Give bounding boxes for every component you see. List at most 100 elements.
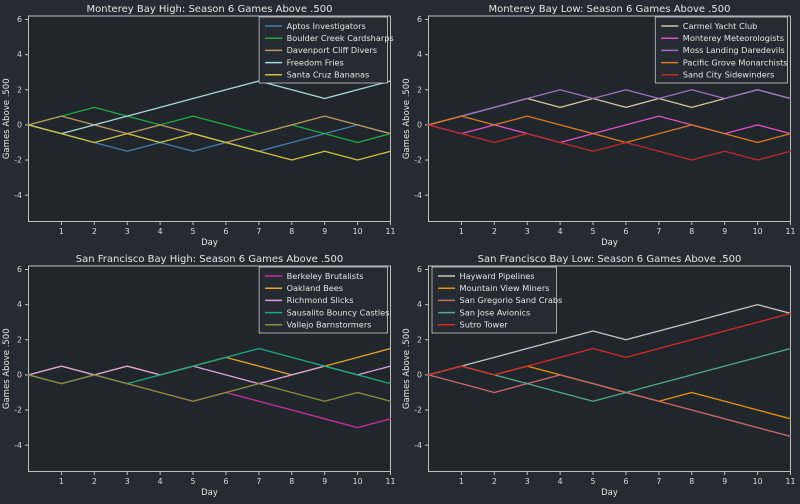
legend-label-monterey-meteorologists: Monterey Meteorologists [683,33,784,43]
legend-entry-oakland-bees: Oakland Bees [265,283,343,293]
y-tick-label: -2 [414,156,422,165]
x-tick-label: 7 [656,227,661,236]
x-tick-label: 8 [689,477,694,486]
x-tick-label: 7 [256,477,261,486]
legend-entry-aptos-investigators: Aptos Investigators [265,21,366,31]
series-line-hayward-pipelines [427,303,792,376]
axes-spines [428,265,791,472]
series-line-sutro-tower [427,312,792,376]
x-axis-label: Day [201,238,218,248]
x-tick-label: 6 [223,477,228,486]
x-tick-label: 10 [753,227,763,236]
y-tick-label: -4 [14,191,22,200]
x-tick-label: 3 [525,477,530,486]
legend-entry-sand-city-sidewinders: Sand City Sidewinders [661,70,774,80]
y-tick-label: 2 [417,335,422,344]
series-lines [427,89,792,161]
legend-label-davenport-cliff-divers: Davenport Cliff Divers [287,45,377,55]
legend-entry-vallejo-barnstormers: Vallejo Barnstormers [265,320,371,330]
legend-label-sand-city-sidewinders: Sand City Sidewinders [683,70,775,80]
series-line-san-gregorio-sand-crabs [427,374,792,438]
y-tick-label: 0 [17,120,22,129]
x-tick-label: 11 [786,477,796,486]
axes-spines [428,15,791,222]
x-tick-label: 2 [492,227,497,236]
x-tick-label: 4 [558,477,563,486]
legend-entry-monterey-meteorologists: Monterey Meteorologists [661,33,784,43]
y-tick-label: 2 [417,85,422,94]
subplot-san-francisco-bay-high: 1 2 3 4 5 6 7 8 9 10 11 -4 -2 0 2 4 6 San Francisco Bay H… [0,250,400,500]
x-tick-label: 10 [753,477,763,486]
x-tick-label: 11 [786,227,796,236]
x-tick-label: 3 [125,227,130,236]
y-tick-label: 6 [17,15,22,24]
x-tick-label: 9 [722,227,727,236]
legend-label-oakland-bees: Oakland Bees [287,283,343,293]
x-tick-label: 7 [656,477,661,486]
legend-entry-san-jose-avionics: San Jose Avionics [438,307,530,317]
x-tick-label: 3 [125,477,130,486]
x-tick-label: 8 [289,227,294,236]
series-line-pacific-grove-monarchists [427,115,792,144]
legend-entry-mountain-view-miners: Mountain View Miners [438,283,549,293]
legend-entry-hayward-pipelines: Hayward Pipelines [438,271,535,281]
legend-label-moss-landing-daredevils: Moss Landing Daredevils [683,45,785,55]
legend-entry-sutro-tower: Sutro Tower [438,320,508,330]
series-line-moss-landing-daredevils [427,89,792,126]
series-line-boulder-creek-cardsharps [27,106,392,144]
x-tick-label: 9 [322,477,327,486]
y-tick-label: 2 [17,85,22,94]
x-tick-label: 5 [191,477,196,486]
y-tick-label: -2 [14,406,22,415]
x-tick-label: 6 [623,477,628,486]
legend-entry-santa-cruz-bananas: Santa Cruz Bananas [265,70,369,80]
series-line-monterey-meteorologists [427,115,792,144]
y-tick-label: 4 [417,50,422,59]
series-line-freedom-fries [27,80,392,135]
x-tick-label: 10 [353,477,363,486]
axis-ticks: 1 2 3 4 5 6 7 8 9 10 11 -4 -2 0 2 4 6 [414,15,795,236]
legend-entry-carmel-yacht-club: Carmel Yacht Club [661,21,757,31]
series-lines [427,303,792,438]
y-tick-label: 6 [17,265,22,274]
x-tick-label: 10 [353,227,363,236]
chart-title: San Francisco Bay Low: Season 6 Games Ab… [478,254,742,265]
legend-label-sausalito-bouncy-castles: Sausalito Bouncy Castles [287,307,390,317]
legend-label-boulder-creek-cardsharps: Boulder Creek Cardsharps [287,33,394,43]
y-tick-label: 2 [17,335,22,344]
x-tick-label: 4 [158,477,163,486]
y-axis-label: Games Above .500 [2,78,12,159]
x-tick-label: 6 [223,227,228,236]
x-tick-label: 2 [492,477,497,486]
legend-label-hayward-pipelines: Hayward Pipelines [460,271,535,281]
x-tick-label: 1 [59,227,64,236]
x-tick-label: 1 [59,477,64,486]
y-tick-label: -2 [414,406,422,415]
y-tick-label: 4 [417,300,422,309]
x-tick-label: 9 [322,227,327,236]
legend: Carmel Yacht Club Monterey Meteorologists… [654,16,788,84]
legend-entry-boulder-creek-cardsharps: Boulder Creek Cardsharps [265,33,394,43]
x-tick-label: 1 [459,477,464,486]
series-line-sand-city-sidewinders [427,124,792,161]
legend-label-vallejo-barnstormers: Vallejo Barnstormers [287,320,372,330]
y-tick-label: 0 [417,370,422,379]
y-tick-label: -4 [414,191,422,200]
chart-canvas-monterey-bay-low-season-6-games-above-500: 1 2 3 4 5 6 7 8 9 10 11 -4 -2 0 2 4 6 Monterey Bay Low: S… [402,4,795,248]
series-line-santa-cruz-bananas [27,124,392,161]
chart-title: Monterey Bay High: Season 6 Games Above … [87,4,333,15]
x-tick-label: 5 [191,227,196,236]
axis-ticks: 1 2 3 4 5 6 7 8 9 10 11 -4 -2 0 2 4 6 [14,15,395,236]
y-axis-label: Games Above .500 [2,328,12,409]
x-tick-label: 2 [92,227,97,236]
y-tick-label: 0 [17,370,22,379]
x-tick-label: 7 [256,227,261,236]
y-tick-label: 0 [417,120,422,129]
y-tick-label: -2 [14,156,22,165]
legend-label-san-gregorio-sand-crabs: San Gregorio Sand Crabs [460,295,563,305]
x-tick-label: 9 [722,477,727,486]
legend-entry-berkeley-brutalists: Berkeley Brutalists [265,271,364,281]
legend: Aptos Investigators Boulder Creek Cardsha… [258,16,394,84]
legend-entry-sausalito-bouncy-castles: Sausalito Bouncy Castles [265,307,389,317]
